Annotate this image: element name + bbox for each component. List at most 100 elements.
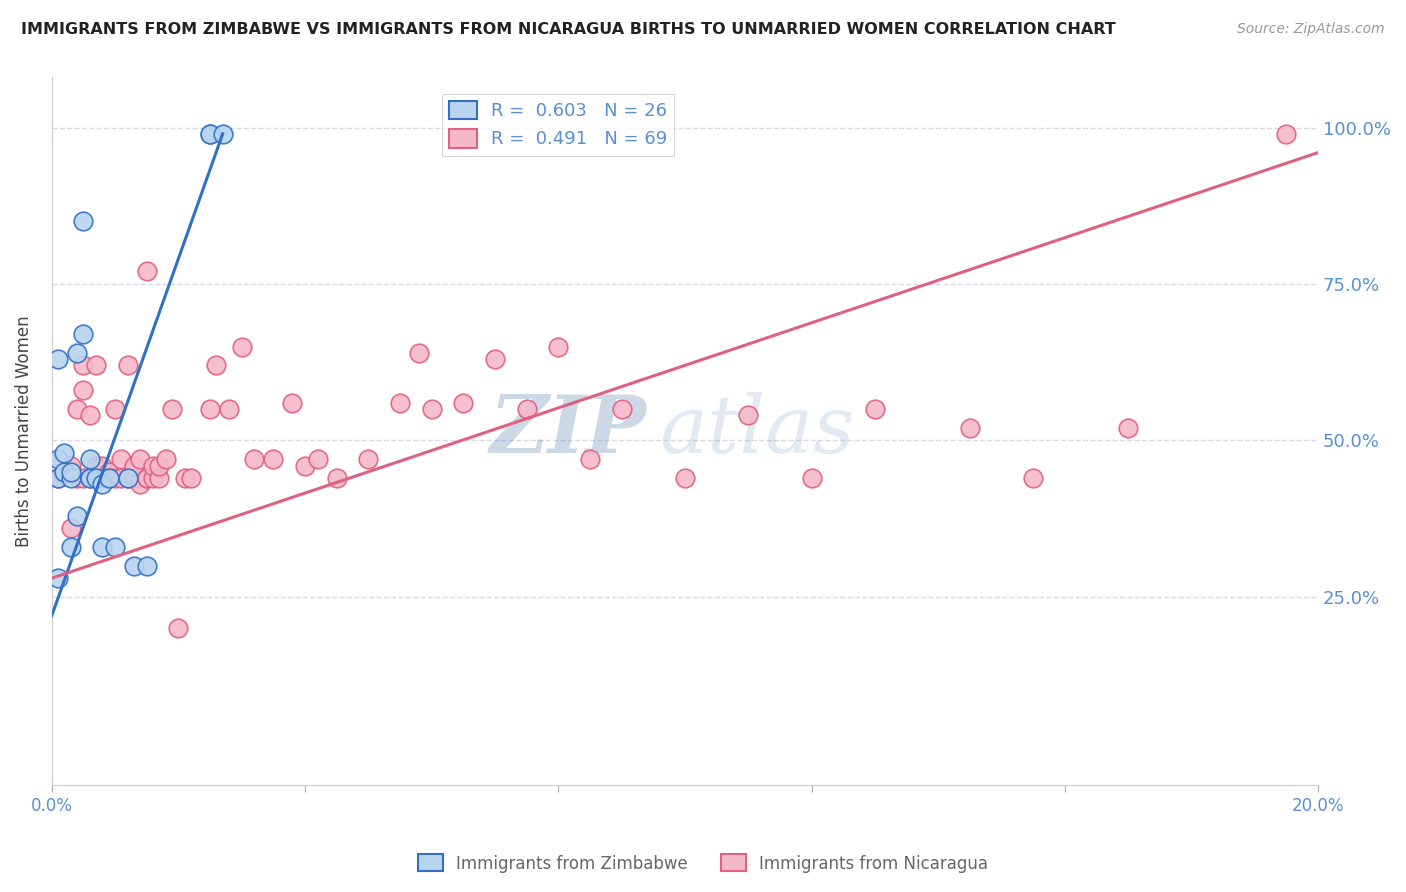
Point xyxy=(135,471,157,485)
Point xyxy=(388,396,411,410)
Legend: Immigrants from Zimbabwe, Immigrants from Nicaragua: Immigrants from Zimbabwe, Immigrants fro… xyxy=(411,847,995,880)
Point xyxy=(198,127,221,141)
Point xyxy=(84,471,107,485)
Point xyxy=(357,452,380,467)
Point xyxy=(46,571,69,585)
Point xyxy=(1275,127,1298,141)
Point xyxy=(180,471,202,485)
Point xyxy=(122,558,145,573)
Point xyxy=(72,471,94,485)
Point xyxy=(97,471,120,485)
Point xyxy=(135,264,157,278)
Point xyxy=(66,471,89,485)
Point xyxy=(59,540,82,554)
Point xyxy=(66,346,89,360)
Point xyxy=(1116,421,1139,435)
Point xyxy=(97,465,120,479)
Point xyxy=(148,471,170,485)
Point xyxy=(135,558,157,573)
Text: ZIP: ZIP xyxy=(491,392,647,470)
Point xyxy=(408,346,430,360)
Point xyxy=(53,465,76,479)
Point xyxy=(307,452,329,467)
Point xyxy=(79,471,101,485)
Point xyxy=(91,540,114,554)
Point xyxy=(167,621,190,635)
Point xyxy=(91,458,114,473)
Point xyxy=(484,352,506,367)
Point xyxy=(243,452,266,467)
Point xyxy=(129,477,152,491)
Point xyxy=(205,359,228,373)
Point xyxy=(122,458,145,473)
Point xyxy=(46,471,69,485)
Point xyxy=(59,458,82,473)
Point xyxy=(104,402,127,417)
Point xyxy=(53,465,76,479)
Point xyxy=(800,471,823,485)
Point xyxy=(173,471,195,485)
Point xyxy=(673,471,696,485)
Point xyxy=(66,402,89,417)
Point xyxy=(863,402,886,417)
Y-axis label: Births to Unmarried Women: Births to Unmarried Women xyxy=(15,315,32,547)
Point xyxy=(547,340,569,354)
Text: Source: ZipAtlas.com: Source: ZipAtlas.com xyxy=(1237,22,1385,37)
Point xyxy=(294,458,316,473)
Point xyxy=(84,465,107,479)
Point xyxy=(148,458,170,473)
Point xyxy=(46,471,69,485)
Point xyxy=(135,471,157,485)
Point xyxy=(281,396,304,410)
Point xyxy=(72,384,94,398)
Point xyxy=(97,471,120,485)
Point xyxy=(72,359,94,373)
Point xyxy=(117,359,139,373)
Point xyxy=(218,402,240,417)
Point xyxy=(79,471,101,485)
Point xyxy=(262,452,284,467)
Point xyxy=(84,471,107,485)
Point xyxy=(91,477,114,491)
Point xyxy=(110,452,132,467)
Point xyxy=(231,340,253,354)
Point xyxy=(610,402,633,417)
Point xyxy=(66,508,89,523)
Point xyxy=(579,452,602,467)
Point xyxy=(142,458,165,473)
Point xyxy=(59,471,82,485)
Point xyxy=(737,409,759,423)
Point xyxy=(79,409,101,423)
Point xyxy=(53,446,76,460)
Point xyxy=(59,465,82,479)
Point xyxy=(46,352,69,367)
Point xyxy=(129,452,152,467)
Point xyxy=(198,402,221,417)
Legend: R =  0.603   N = 26, R =  0.491   N = 69: R = 0.603 N = 26, R = 0.491 N = 69 xyxy=(443,94,675,156)
Point xyxy=(84,458,107,473)
Point xyxy=(155,452,177,467)
Point xyxy=(110,471,132,485)
Point xyxy=(160,402,183,417)
Point xyxy=(84,359,107,373)
Text: atlas: atlas xyxy=(659,392,855,470)
Point xyxy=(211,127,233,141)
Point xyxy=(104,471,127,485)
Point xyxy=(117,471,139,485)
Point xyxy=(72,327,94,342)
Point xyxy=(79,452,101,467)
Point xyxy=(516,402,538,417)
Point xyxy=(453,396,475,410)
Point xyxy=(1022,471,1045,485)
Point xyxy=(117,471,139,485)
Point xyxy=(59,521,82,535)
Point xyxy=(325,471,347,485)
Point xyxy=(72,214,94,228)
Point xyxy=(104,540,127,554)
Point xyxy=(959,421,981,435)
Point xyxy=(198,127,221,141)
Text: IMMIGRANTS FROM ZIMBABWE VS IMMIGRANTS FROM NICARAGUA BIRTHS TO UNMARRIED WOMEN : IMMIGRANTS FROM ZIMBABWE VS IMMIGRANTS F… xyxy=(21,22,1116,37)
Point xyxy=(142,471,165,485)
Point xyxy=(420,402,443,417)
Point xyxy=(91,471,114,485)
